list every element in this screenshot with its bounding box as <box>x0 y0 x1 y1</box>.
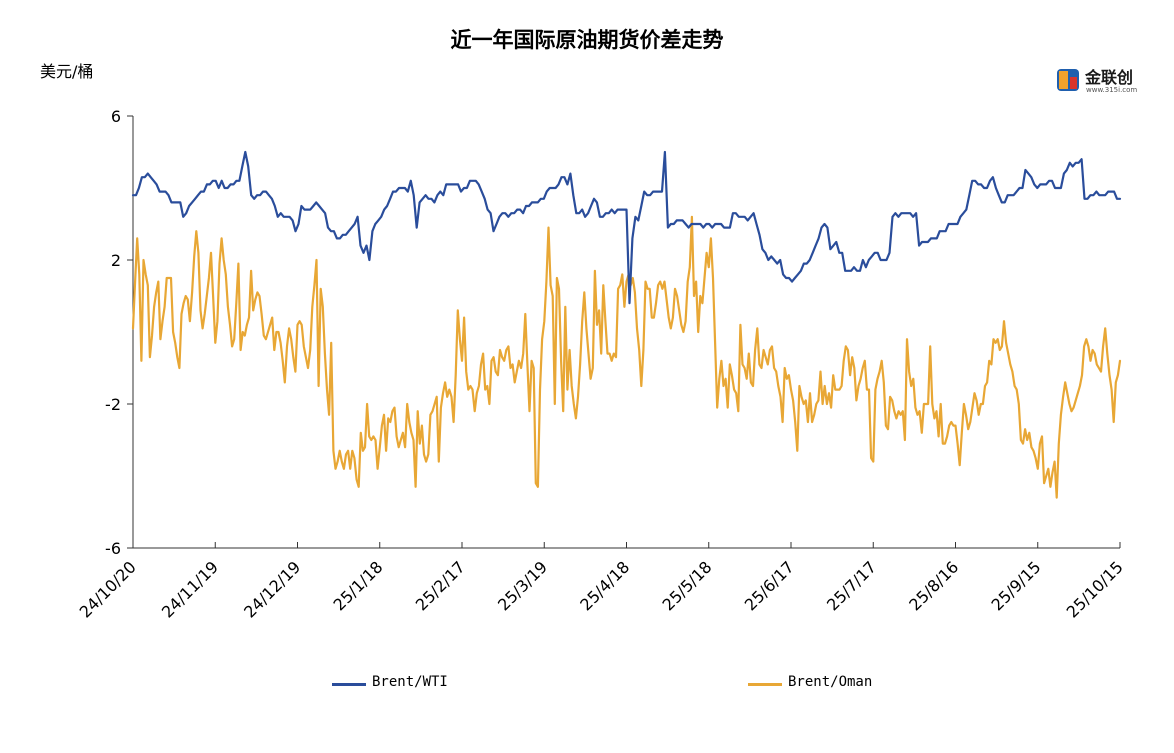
y-axis-unit: 美元/桶 <box>40 62 94 81</box>
x-tick-label: 24/11/19 <box>158 557 222 621</box>
y-tick-label: 2 <box>111 251 121 270</box>
series-layer <box>131 150 1122 499</box>
x-tick-label: 25/9/15 <box>988 557 1045 614</box>
logo-mark-icon <box>1057 69 1079 91</box>
legend: Brent/WTI Brent/Oman <box>0 673 1174 695</box>
x-tick-label: 25/6/17 <box>741 557 798 614</box>
x-tick-label: 25/7/17 <box>823 557 880 614</box>
x-tick-label: 24/12/19 <box>240 557 304 621</box>
logo-text: 金联创 <box>1085 68 1134 87</box>
y-axis-ticks: 6 2 -2 -6 <box>105 107 133 558</box>
series-line-brent-wti <box>131 150 1122 305</box>
chart-title: 近一年国际原油期货价差走势 <box>450 28 724 52</box>
y-tick-label: 6 <box>111 107 121 126</box>
x-tick-label: 25/2/17 <box>412 557 469 614</box>
x-tick-label: 25/3/19 <box>494 557 551 614</box>
x-tick-label: 24/10/20 <box>76 557 140 621</box>
legend-label-brent-wti: Brent/WTI <box>372 674 448 690</box>
y-tick-label: -2 <box>105 395 121 414</box>
series-line-brent-oman <box>131 215 1122 499</box>
y-tick-label: -6 <box>105 539 121 558</box>
logo-subtext: www.315i.com <box>1086 86 1138 94</box>
x-axis-ticks: 24/10/20 24/11/19 24/12/19 25/1/18 25/2/17 25… <box>76 542 1127 622</box>
x-tick-label: 25/4/18 <box>576 557 633 614</box>
x-tick-label: 25/1/18 <box>330 557 387 614</box>
legend-label-brent-oman: Brent/Oman <box>788 674 873 690</box>
x-tick-label: 25/10/15 <box>1063 557 1127 621</box>
brand-logo: 金联创 www.315i.com <box>1053 64 1143 100</box>
legend-swatch-brent-oman <box>748 683 782 686</box>
x-tick-label: 25/5/18 <box>659 557 716 614</box>
legend-swatch-brent-wti <box>332 683 366 686</box>
x-tick-label: 25/8/16 <box>905 557 962 614</box>
